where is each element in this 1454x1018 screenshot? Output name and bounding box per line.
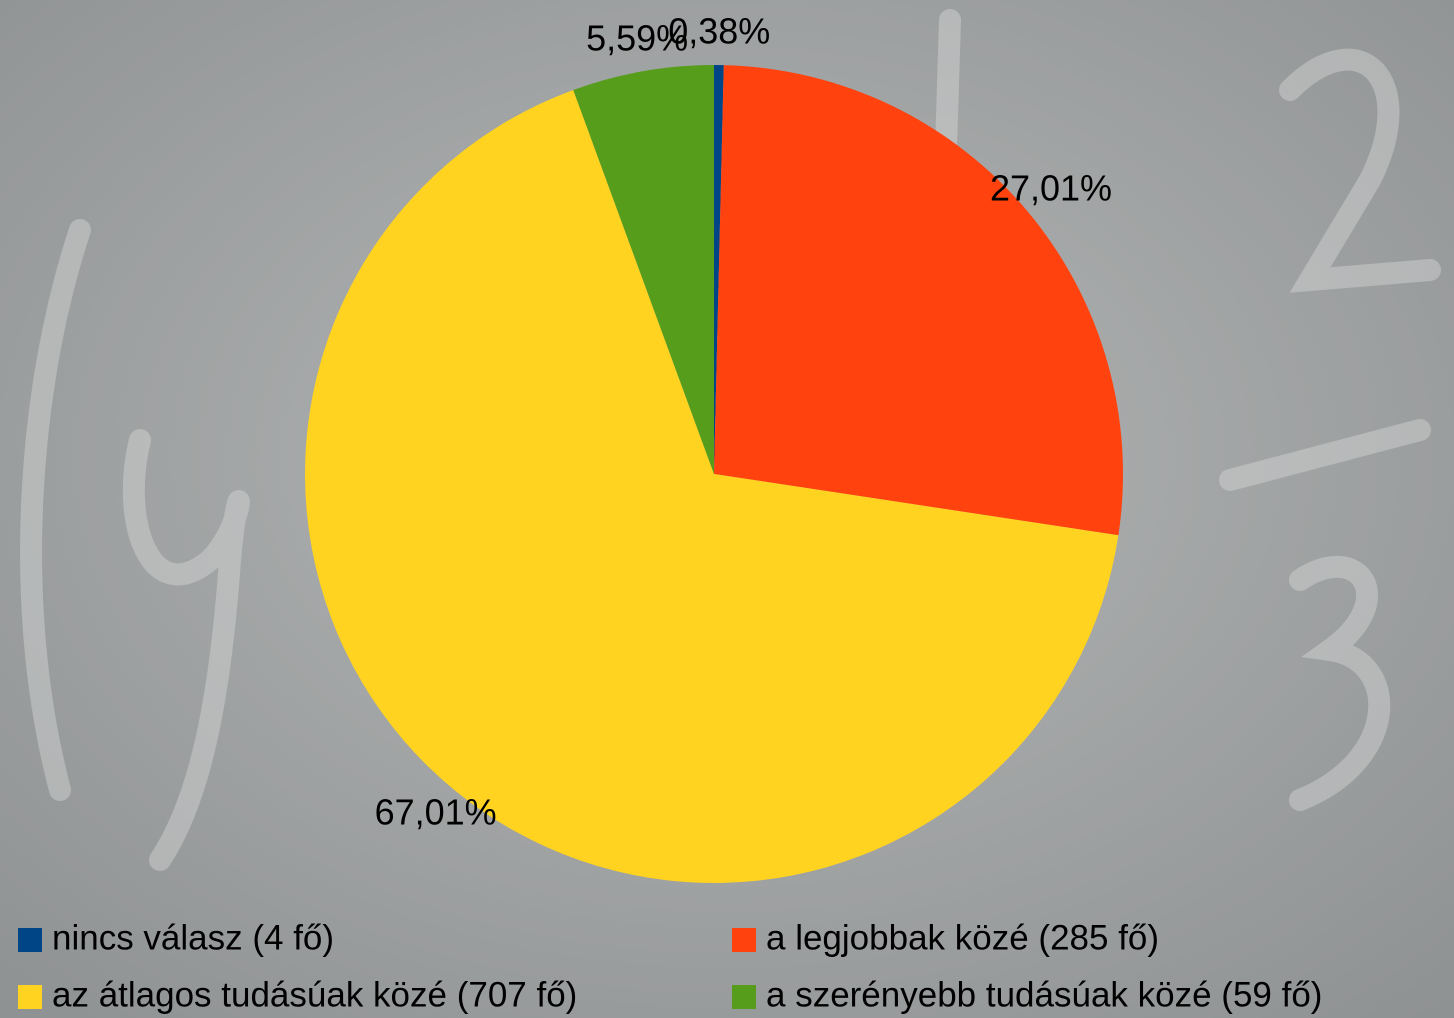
value-label: 27,01% bbox=[990, 168, 1112, 209]
legend-label: az átlagos tudásúak közé (707 fő) bbox=[52, 975, 577, 1014]
value-label: 5,59% bbox=[586, 17, 688, 58]
value-label: 67,01% bbox=[375, 791, 497, 832]
legend-swatch bbox=[732, 985, 756, 1009]
legend-label: a legjobbak közé (285 fő) bbox=[766, 918, 1159, 957]
legend-label: nincs válasz (4 fő) bbox=[52, 918, 334, 957]
legend-swatch bbox=[18, 985, 42, 1009]
legend-label: a szerényebb tudásúak közé (59 fő) bbox=[766, 975, 1322, 1014]
legend-swatch bbox=[18, 928, 42, 952]
chart: 0,38%27,01%67,01%5,59%nincs válasz (4 fő… bbox=[0, 0, 1454, 1018]
legend-swatch bbox=[732, 928, 756, 952]
